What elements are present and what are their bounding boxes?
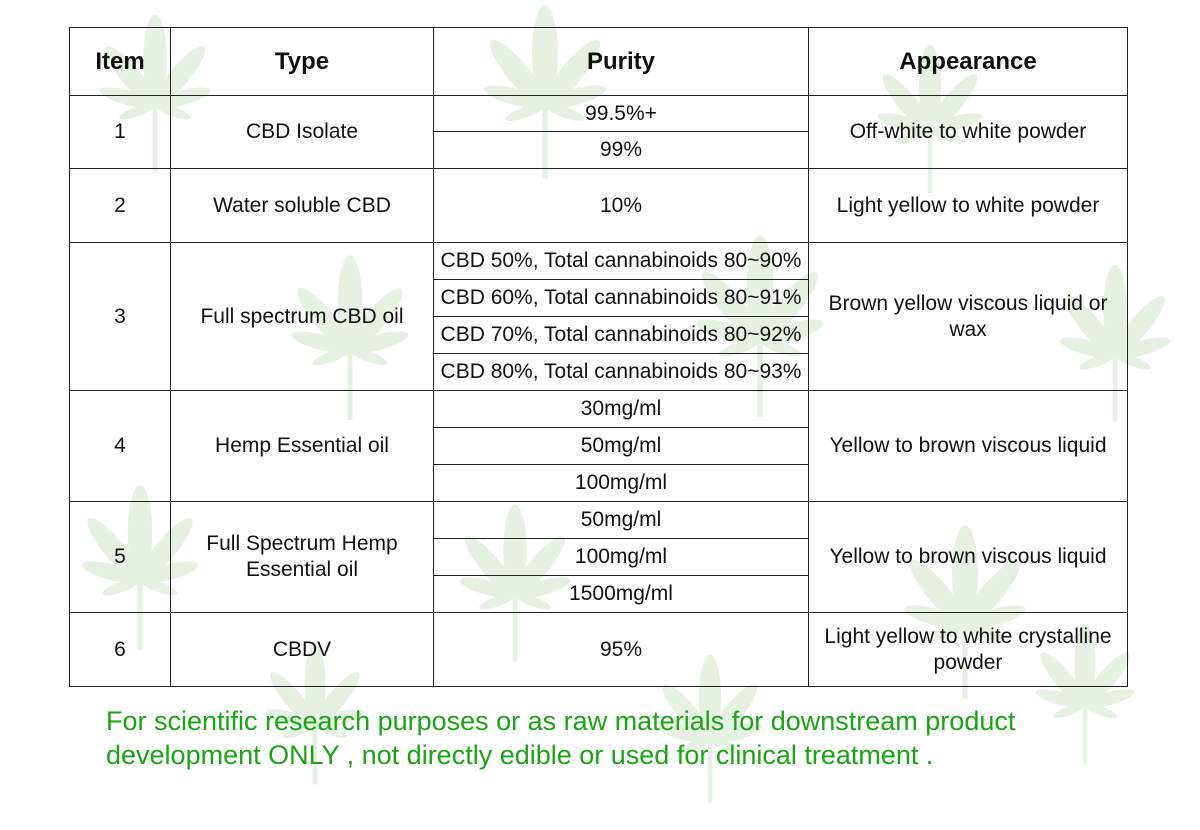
product-spec-table: Item Type Purity Appearance 1 CBD Isolate… <box>69 27 1128 687</box>
appearance-cell: Light yellow to white crystalline powder <box>808 612 1128 687</box>
type-cell: Full spectrum CBD oil <box>170 242 434 391</box>
table-row: CBD 80%, Total cannabinoids 80~93% <box>70 353 1128 391</box>
purity-cell: CBD 80%, Total cannabinoids 80~93% <box>433 353 809 391</box>
purity-cell: 50mg/ml <box>433 427 809 465</box>
purity-cell: CBD 50%, Total cannabinoids 80~90% <box>433 242 809 280</box>
type-cell: CBD Isolate <box>170 95 434 169</box>
header-item: Item <box>69 27 171 96</box>
purity-cell: 30mg/ml <box>433 390 809 428</box>
table-row: 1500mg/ml <box>70 575 1128 613</box>
header-purity: Purity <box>433 27 809 96</box>
purity-cell: 1500mg/ml <box>433 575 809 613</box>
appearance-cell: Yellow to brown viscous liquid <box>808 501 1128 613</box>
purity-cell: 100mg/ml <box>433 464 809 502</box>
item-number-cell: 4 <box>69 390 171 502</box>
purity-cell: CBD 60%, Total cannabinoids 80~91% <box>433 279 809 317</box>
table-row: 99% <box>70 131 1128 169</box>
appearance-cell: Off-white to white powder <box>808 95 1128 169</box>
item-number-cell: 5 <box>69 501 171 613</box>
table-row: 4 Hemp Essential oil 30mg/ml Yellow to brow… <box>69 390 1128 502</box>
purity-cell: 99.5%+ <box>433 95 809 132</box>
type-cell: Hemp Essential oil <box>170 390 434 502</box>
item-number-cell: 6 <box>69 612 171 687</box>
appearance-cell: Brown yellow viscous liquid or wax <box>808 242 1128 391</box>
disclaimer-text: For scientific research purposes or as r… <box>106 706 1016 770</box>
item-number-cell: 2 <box>69 168 171 243</box>
purity-cell: CBD 70%, Total cannabinoids 80~92% <box>433 316 809 354</box>
type-cell: Water soluble CBD <box>170 168 434 243</box>
item-number-cell: 3 <box>69 242 171 391</box>
table-row: 2 Water soluble CBD 10% Light yellow to whi… <box>69 168 1128 243</box>
header-type: Type <box>170 27 434 96</box>
appearance-cell: Light yellow to white powder <box>808 168 1128 243</box>
header-appearance: Appearance <box>808 27 1128 96</box>
item-number-cell: 1 <box>69 95 171 169</box>
type-cell: CBDV <box>170 612 434 687</box>
purity-cell: 50mg/ml <box>433 501 809 539</box>
purity-cell: 100mg/ml <box>433 538 809 576</box>
table-row: 5 Full Spectrum Hemp Essential oil 50mg/ml… <box>69 501 1128 613</box>
purity-cell: 99% <box>433 131 809 169</box>
appearance-cell: Yellow to brown viscous liquid <box>808 390 1128 502</box>
table-row: 50mg/ml <box>70 427 1128 465</box>
table-row: 3 Full spectrum CBD oil CBD 50%, Total can… <box>69 242 1128 391</box>
type-cell: Full Spectrum Hemp Essential oil <box>170 501 434 613</box>
table-row: CBD 70%, Total cannabinoids 80~92% <box>70 316 1128 354</box>
table-row: CBD 60%, Total cannabinoids 80~91% <box>70 279 1128 317</box>
table-header-row: Item Type Purity Appearance <box>69 27 1128 96</box>
purity-cell: 10% <box>433 168 809 243</box>
purity-cell: 95% <box>433 612 809 687</box>
table-row: 6 CBDV 95% Light yellow to white crystallin… <box>69 612 1128 687</box>
table-row: 1 CBD Isolate 99.5%+ Off-white to white pow… <box>69 95 1128 169</box>
